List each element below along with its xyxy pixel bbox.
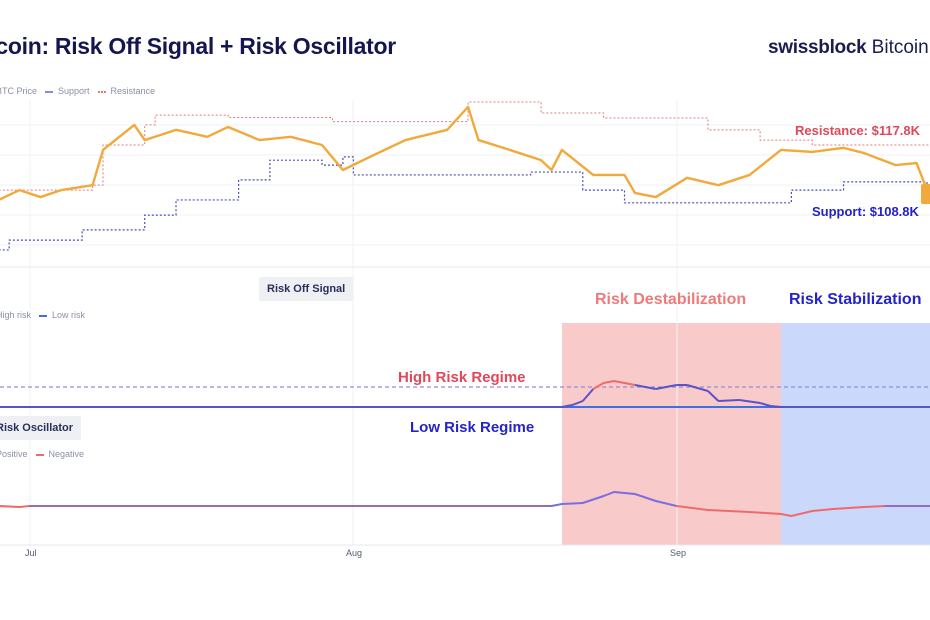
brand-product: Bitcoin V — [871, 37, 930, 58]
risk-off-signal-segment — [572, 400, 584, 406]
risk-oscillator-segment — [602, 491, 616, 497]
legend-resistance[interactable]: Resistance — [110, 86, 156, 96]
legend-negative[interactable]: Negative — [48, 449, 85, 459]
risk-oscillator-segment — [560, 502, 584, 505]
risk-oscillator-segment — [0, 505, 21, 508]
risk-oscillator-segment — [675, 505, 709, 511]
risk-off-signal-segment — [655, 384, 677, 390]
risk-oscillator-segment — [550, 503, 563, 507]
btc-price-line — [0, 105, 930, 201]
x-tick-jul: Jul — [25, 548, 37, 558]
risk-off-signal-segment — [634, 384, 656, 390]
risk-off-signal-segment — [613, 380, 636, 386]
risk-oscillator-segment — [832, 506, 866, 510]
region-stabilization — [780, 323, 930, 545]
risk-off-signal-segment — [707, 390, 720, 402]
x-tick-aug: Aug — [346, 548, 363, 558]
price-legend: BTC Price Support Resistance — [0, 86, 155, 96]
risk-off-signal-segment — [770, 405, 782, 408]
risk-oscillator-tag: Risk Oscillator — [0, 416, 82, 440]
region-destabilization-label: Risk Destabilization — [595, 291, 747, 308]
risk-oscillator-segment — [863, 505, 887, 508]
page-title: tcoin: Risk Off Signal + Risk Oscillator — [0, 33, 396, 59]
legend-btc-price[interactable]: BTC Price — [0, 86, 38, 96]
brand-name: swissblock — [768, 37, 867, 58]
risk-legend: High risk Low risk — [0, 310, 85, 320]
risk-oscillator-segment — [748, 511, 782, 515]
risk-off-signal-segment — [759, 402, 771, 407]
legend-support[interactable]: Support — [58, 86, 90, 96]
risk-oscillator-segment — [18, 505, 31, 508]
price-badge — [921, 184, 930, 204]
risk-oscillator-segment — [779, 513, 793, 517]
risk-off-signal-segment — [739, 399, 761, 404]
risk-off-signal-segment — [686, 384, 709, 392]
resistance-line — [0, 101, 930, 191]
risk-off-signal-tag: Risk Off Signal — [259, 277, 354, 301]
risk-oscillator-segment — [706, 509, 751, 513]
risk-oscillator-segment — [633, 493, 657, 502]
risk-off-signal-segment — [603, 380, 615, 384]
region-destabilization — [561, 323, 781, 545]
risk-oscillator-segment — [613, 491, 636, 495]
risk-oscillator-segment — [654, 500, 678, 507]
high-risk-regime-label: High Risk Regime — [398, 369, 526, 386]
support-label: Support: $108.8K — [812, 204, 919, 219]
oscillator-legend: Positive Negative — [0, 449, 84, 459]
legend-positive[interactable]: Positive — [0, 449, 28, 459]
risk-off-signal-segment — [718, 399, 740, 402]
low-risk-regime-label: Low Risk Regime — [410, 419, 535, 436]
risk-off-signal-segment — [561, 404, 573, 408]
risk-oscillator-segment — [790, 510, 814, 517]
risk-oscillator-segment — [811, 508, 835, 512]
risk-oscillator-segment — [581, 495, 605, 504]
support-line — [0, 156, 930, 251]
x-tick-sep: Sep — [670, 548, 687, 558]
brand-logo: swissblock Bitcoin V — [768, 37, 930, 59]
risk-off-signal-segment — [582, 388, 594, 402]
legend-low-risk[interactable]: Low risk — [52, 310, 86, 320]
region-stabilization-label: Risk Stabilization — [789, 291, 922, 308]
risk-off-signal-segment — [592, 382, 605, 390]
resistance-label: Resistance: $117.8K — [795, 123, 921, 138]
legend-high-risk[interactable]: High risk — [0, 310, 32, 320]
